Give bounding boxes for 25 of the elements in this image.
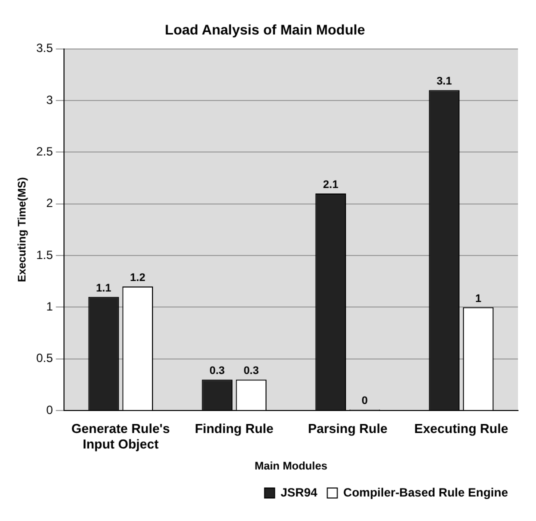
y-tick-label: 2 bbox=[46, 196, 54, 210]
x-tick-label: Parsing Rule bbox=[308, 420, 388, 436]
y-tick-label: 2.5 bbox=[36, 144, 54, 158]
data-label: 1.2 bbox=[130, 272, 146, 284]
y-tick-label: 3.5 bbox=[36, 41, 54, 56]
legend-label: JSR94 bbox=[280, 485, 318, 500]
x-axis-title: Main Modules bbox=[254, 460, 328, 472]
x-tick-label: Executing Rule bbox=[414, 420, 508, 436]
y-axis-title: Executing Time(MS) bbox=[16, 176, 29, 282]
y-tick-label: 1 bbox=[46, 300, 54, 314]
y-tick-label: 1.5 bbox=[36, 248, 54, 262]
chart-title: Load Analysis of Main Module bbox=[164, 21, 366, 38]
legend-label: Compiler-Based Rule Engine bbox=[343, 485, 508, 500]
x-tick-label: Finding Rule bbox=[194, 420, 274, 436]
data-label: 2.1 bbox=[323, 179, 338, 192]
data-label: 0.3 bbox=[244, 365, 259, 378]
data-label: 3.1 bbox=[436, 76, 452, 88]
y-tick-label: 0 bbox=[46, 402, 54, 417]
data-label: 0 bbox=[362, 395, 368, 408]
data-label: 0.3 bbox=[210, 365, 225, 378]
data-label: 1.1 bbox=[96, 282, 112, 294]
y-tick-label: 3 bbox=[46, 92, 54, 107]
y-tick-label: 0.5 bbox=[36, 351, 54, 366]
data-label: 1 bbox=[475, 292, 482, 305]
x-tick-label: Generate Rule's Input Object bbox=[71, 420, 170, 452]
